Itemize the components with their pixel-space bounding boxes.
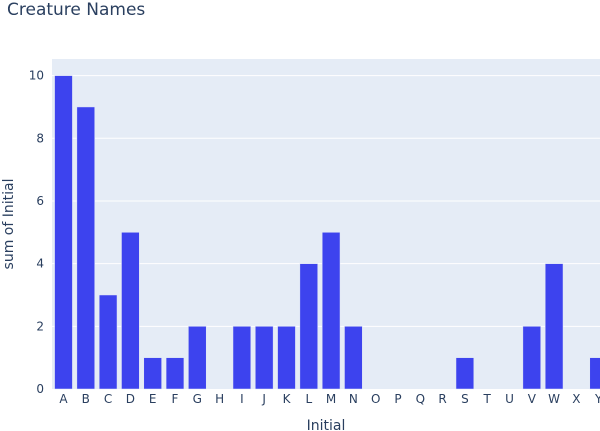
x-tick-label: H — [215, 392, 224, 406]
bar-k — [277, 326, 296, 390]
bar-d — [121, 232, 140, 390]
bar-a — [54, 75, 73, 390]
y-tick-label: 8 — [36, 131, 44, 145]
x-tick-label: T — [483, 392, 492, 406]
y-axis-ticks: 0 2 4 6 8 10 — [29, 69, 44, 396]
x-tick-label: X — [572, 392, 580, 406]
x-tick-label: W — [548, 392, 560, 406]
bar-s — [455, 357, 475, 390]
x-tick-label: P — [394, 392, 401, 406]
x-tick-label: K — [283, 392, 292, 406]
x-tick-label: U — [505, 392, 514, 406]
x-tick-label: V — [528, 392, 537, 406]
x-tick-label: O — [371, 392, 380, 406]
x-tick-label: E — [149, 392, 157, 406]
bar-b — [76, 106, 95, 390]
y-tick-label: 10 — [29, 69, 44, 83]
bars — [54, 75, 600, 390]
x-tick-label: J — [261, 392, 266, 406]
chart-title: Creature Names — [7, 0, 145, 20]
bar-v — [522, 326, 541, 390]
x-tick-label: I — [240, 392, 244, 406]
y-tick-label: 4 — [36, 257, 44, 271]
bar-e — [143, 357, 162, 390]
bar-f — [165, 357, 185, 390]
x-tick-label: M — [326, 392, 336, 406]
bar-n — [344, 326, 363, 390]
y-axis-title: sum of Initial — [1, 179, 17, 270]
bar-m — [321, 232, 341, 390]
x-tick-label: Q — [416, 392, 425, 406]
x-tick-label: N — [349, 392, 358, 406]
x-tick-label: C — [104, 392, 112, 406]
x-tick-label: Y — [594, 392, 600, 406]
x-tick-label: R — [438, 392, 446, 406]
x-tick-label: L — [305, 392, 312, 406]
y-tick-label: 6 — [36, 194, 44, 208]
bar-w — [544, 263, 564, 390]
bar-j — [255, 326, 274, 390]
y-tick-label: 2 — [36, 319, 44, 333]
x-tick-label: G — [193, 392, 202, 406]
x-tick-label: A — [59, 392, 68, 406]
bar-y — [589, 357, 600, 390]
y-tick-label: 0 — [36, 382, 44, 396]
x-axis-title: Initial — [307, 418, 346, 431]
x-tick-label: B — [82, 392, 90, 406]
x-tick-label: S — [461, 392, 469, 406]
bar-l — [299, 263, 318, 390]
x-tick-label: D — [126, 392, 135, 406]
bar-c — [98, 294, 118, 390]
bar-i — [232, 326, 252, 390]
bar-g — [188, 326, 207, 390]
x-tick-label: F — [172, 392, 179, 406]
